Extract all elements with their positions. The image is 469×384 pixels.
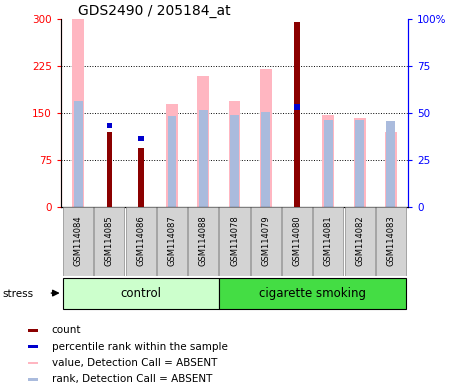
Bar: [197, 76, 209, 207]
FancyBboxPatch shape: [157, 207, 187, 276]
Text: GSM114088: GSM114088: [199, 215, 208, 266]
Text: GSM114084: GSM114084: [74, 215, 83, 266]
Bar: [354, 118, 365, 207]
Bar: [199, 110, 208, 207]
Text: GSM114082: GSM114082: [355, 215, 364, 266]
Text: GSM114081: GSM114081: [324, 215, 333, 266]
Bar: [166, 104, 178, 207]
Text: count: count: [52, 326, 81, 336]
Bar: [106, 123, 112, 128]
Text: value, Detection Call = ABSENT: value, Detection Call = ABSENT: [52, 358, 217, 368]
Text: GSM114080: GSM114080: [293, 215, 302, 266]
Bar: [261, 112, 270, 207]
Bar: [260, 70, 272, 207]
FancyBboxPatch shape: [376, 207, 406, 276]
Text: cigarette smoking: cigarette smoking: [259, 286, 366, 300]
Bar: [355, 119, 364, 207]
FancyBboxPatch shape: [62, 278, 219, 310]
Text: GSM114079: GSM114079: [261, 215, 270, 266]
Bar: [138, 148, 144, 207]
FancyBboxPatch shape: [188, 207, 218, 276]
Text: GSM114087: GSM114087: [167, 215, 176, 266]
Bar: [230, 114, 239, 207]
Bar: [167, 116, 176, 207]
Bar: [386, 121, 395, 207]
Bar: [322, 114, 334, 207]
FancyBboxPatch shape: [251, 207, 281, 276]
FancyBboxPatch shape: [282, 207, 312, 276]
Bar: [28, 346, 38, 348]
FancyBboxPatch shape: [313, 207, 343, 276]
Bar: [385, 132, 397, 207]
FancyBboxPatch shape: [219, 207, 250, 276]
Text: control: control: [120, 286, 161, 300]
Bar: [28, 362, 38, 364]
Bar: [294, 22, 300, 207]
Bar: [28, 329, 38, 332]
FancyBboxPatch shape: [63, 207, 93, 276]
Bar: [28, 378, 38, 381]
Text: stress: stress: [2, 289, 33, 299]
Text: percentile rank within the sample: percentile rank within the sample: [52, 342, 227, 352]
Text: GSM114085: GSM114085: [105, 215, 114, 266]
Bar: [294, 104, 300, 109]
FancyBboxPatch shape: [345, 207, 375, 276]
Bar: [138, 136, 144, 141]
FancyBboxPatch shape: [126, 207, 156, 276]
Bar: [72, 19, 84, 207]
Bar: [228, 101, 241, 207]
Text: GSM114086: GSM114086: [136, 215, 145, 266]
Text: GSM114083: GSM114083: [386, 215, 395, 266]
Bar: [74, 101, 83, 207]
Bar: [324, 119, 333, 207]
Bar: [106, 132, 112, 207]
FancyBboxPatch shape: [94, 207, 124, 276]
Text: GDS2490 / 205184_at: GDS2490 / 205184_at: [78, 4, 231, 18]
Text: GSM114078: GSM114078: [230, 215, 239, 266]
Text: rank, Detection Call = ABSENT: rank, Detection Call = ABSENT: [52, 374, 212, 384]
FancyBboxPatch shape: [219, 278, 407, 310]
